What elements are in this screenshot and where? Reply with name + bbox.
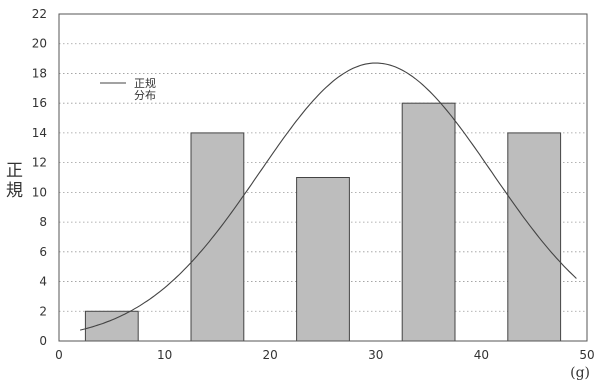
y-tick-label-20: 20 [32,37,47,51]
legend-label-line-2: 分布 [134,89,156,102]
x-axis-label: (g) [570,365,590,381]
y-tick-label-16: 16 [32,96,47,110]
y-tick-label-8: 8 [39,215,47,229]
x-tick-label-20: 20 [263,348,278,362]
x-tick-label-40: 40 [474,348,489,362]
y-tick-label-12: 12 [32,156,47,170]
y-tick-label-18: 18 [32,66,47,80]
legend-label-line-1: 正规 [134,76,156,90]
bar-3 [296,177,350,342]
y-tick-label-10: 10 [32,185,47,199]
y-tick-label-14: 14 [32,126,47,140]
bar-1 [84,310,139,342]
y-tick-label-2: 2 [39,304,47,318]
y-tick-label-4: 4 [39,275,47,289]
y-tick-label-6: 6 [39,245,47,259]
x-tick-labels: 0 10 20 30 40 50 [55,348,594,362]
bar-5 [507,132,562,342]
bars [84,102,562,342]
y-tick-label-0: 0 [39,334,47,348]
legend: 正规 分布 [100,76,156,102]
normal-distribution-curve [79,62,577,331]
bar-4 [401,102,456,342]
x-tick-label-30: 30 [368,348,383,362]
bar-2 [190,132,245,342]
y-tick-labels: 0 2 4 6 8 10 12 14 16 18 20 22 [32,7,47,348]
y-axis-label-line-1: 正 [6,161,23,181]
x-tick-label-0: 0 [55,348,63,362]
x-tick-label-50: 50 [579,348,594,362]
x-tick-label-10: 10 [157,348,172,362]
plot-frame [58,13,588,342]
y-tick-label-22: 22 [32,7,47,21]
y-axis-label-line-2: 規 [6,181,23,201]
